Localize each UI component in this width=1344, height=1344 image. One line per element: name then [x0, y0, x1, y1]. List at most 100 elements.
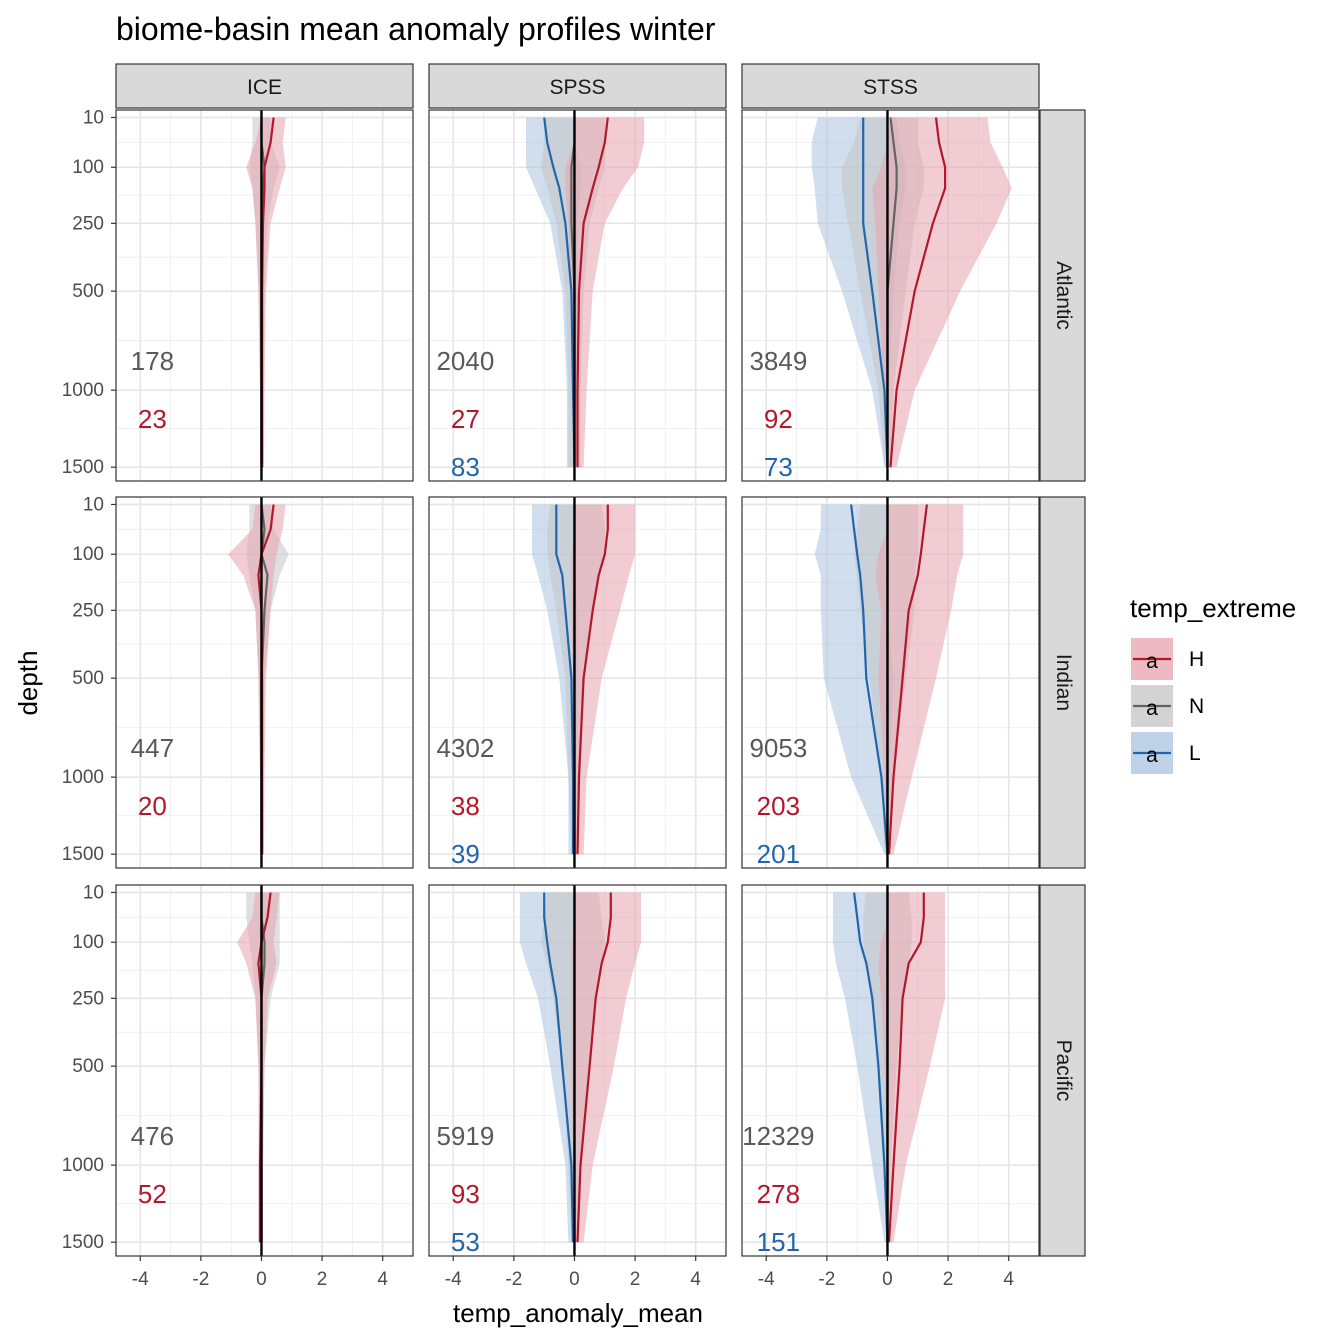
ribbon-H	[571, 504, 636, 855]
column-strip-label: ICE	[247, 76, 282, 99]
y-axis-indian: 10 100 250 500 1000 1500	[62, 494, 116, 865]
panel-indian-ice: 447 20	[115, 496, 414, 869]
count-label-H: 38	[451, 791, 480, 821]
panel-border	[428, 496, 727, 869]
x-tick-label: 0	[882, 1269, 893, 1290]
row-strip-label: Atlantic	[1052, 261, 1075, 330]
x-tick-label: -2	[192, 1269, 209, 1290]
column-strip-box	[428, 63, 727, 109]
y-tick-label: 500	[72, 668, 104, 689]
column-strip-spss: SPSS	[428, 63, 727, 109]
count-label-H: 203	[757, 791, 800, 821]
ribbon-H	[872, 117, 1012, 468]
row-strip-indian: Indian	[1039, 496, 1086, 869]
column-strip-box	[115, 63, 414, 109]
x-tick-label: 0	[569, 1269, 580, 1290]
row-strip-label: Pacific	[1052, 1040, 1075, 1102]
panel-pacific-ice: 476 52	[115, 884, 414, 1257]
count-label-H: 93	[451, 1179, 480, 1209]
count-label-L: 39	[451, 839, 480, 869]
y-tick-label: 500	[72, 281, 104, 302]
panel-border	[428, 884, 727, 1257]
ribbon-H	[571, 892, 642, 1243]
count-label-N: 2040	[436, 346, 494, 376]
column-strip-label: STSS	[863, 76, 918, 99]
mean-line-L	[543, 117, 576, 468]
legend-key-glyph: a	[1146, 697, 1158, 720]
y-tick-label: 1500	[62, 844, 104, 865]
count-label-N: 178	[131, 346, 174, 376]
panels-layer: ICE SPSS STSSAtlanticIndianPacific17823204…	[62, 63, 1086, 1290]
mean-line-H	[887, 892, 925, 1243]
row-strip-box	[1039, 884, 1086, 1257]
y-tick-label: 10	[83, 107, 104, 128]
y-axis-pacific: 10 100 250 500 1000 1500	[62, 882, 116, 1253]
panel-atlantic-stss: 3849 92 73	[741, 109, 1040, 482]
x-axis-stss: -4 -2 0 2 4	[758, 1256, 1014, 1290]
panel-border	[428, 109, 727, 482]
y-tick-label: 1500	[62, 1232, 104, 1253]
panel-border	[115, 884, 414, 1257]
row-strip-label: Indian	[1052, 654, 1075, 711]
x-tick-label: -2	[505, 1269, 522, 1290]
panel-indian-stss: 9053 203 201	[741, 496, 1040, 869]
column-strip-stss: STSS	[741, 63, 1040, 109]
column-strip-label: SPSS	[549, 76, 605, 99]
legend-title: temp_extreme	[1130, 593, 1296, 623]
ribbon-H	[246, 117, 286, 468]
column-strip-box	[741, 63, 1040, 109]
legend-entry-label: H	[1189, 648, 1204, 671]
panel-pacific-stss: 12329 278 151	[741, 884, 1040, 1257]
count-label-N: 476	[131, 1121, 174, 1151]
panel-atlantic-ice: 178 23	[115, 109, 414, 482]
y-tick-label: 100	[72, 544, 104, 565]
count-label-L: 53	[451, 1227, 480, 1257]
x-tick-label: -4	[758, 1269, 775, 1290]
panel-border	[115, 109, 414, 482]
x-axis-ice: -4 -2 0 2 4	[132, 1256, 388, 1290]
y-tick-label: 1000	[62, 767, 104, 788]
ribbon-H	[565, 117, 645, 468]
count-label-N: 9053	[749, 733, 807, 763]
column-strip-ice: ICE	[115, 63, 414, 109]
count-label-H: 23	[138, 404, 167, 434]
count-label-H: 92	[764, 404, 793, 434]
mean-line-L	[862, 117, 889, 468]
count-label-H: 52	[138, 1179, 167, 1209]
mean-line-H	[887, 504, 928, 855]
x-tick-label: -4	[132, 1269, 149, 1290]
panel-indian-spss: 4302 38 39	[428, 496, 727, 869]
ribbon-H	[228, 504, 286, 855]
mean-line-H	[257, 892, 272, 1243]
count-label-L: 83	[451, 452, 480, 482]
y-axis-title: depth	[13, 650, 43, 715]
row-strip-box	[1039, 109, 1086, 482]
count-label-H: 278	[757, 1179, 800, 1209]
count-label-H: 20	[138, 791, 167, 821]
count-label-N: 4302	[436, 733, 494, 763]
y-tick-label: 100	[72, 157, 104, 178]
x-tick-label: 0	[256, 1269, 267, 1290]
y-tick-label: 100	[72, 932, 104, 953]
x-tick-label: 2	[943, 1269, 954, 1290]
x-axis-spss: -4 -2 0 2 4	[445, 1256, 701, 1290]
mean-line-H	[889, 117, 947, 468]
count-label-N: 3849	[749, 346, 807, 376]
x-tick-label: -4	[445, 1269, 462, 1290]
y-tick-label: 250	[72, 600, 104, 621]
y-tick-label: 10	[83, 494, 104, 515]
panel-border	[741, 109, 1040, 482]
count-label-L: 201	[757, 839, 800, 869]
x-tick-label: 4	[377, 1269, 388, 1290]
x-tick-label: 4	[690, 1269, 701, 1290]
count-label-H: 27	[451, 404, 480, 434]
mean-line-L	[555, 504, 575, 855]
count-label-N: 5919	[436, 1121, 494, 1151]
y-tick-label: 1000	[62, 380, 104, 401]
panel-border	[741, 496, 1040, 869]
x-tick-label: -2	[818, 1269, 835, 1290]
legend-entry-label: N	[1189, 695, 1204, 718]
